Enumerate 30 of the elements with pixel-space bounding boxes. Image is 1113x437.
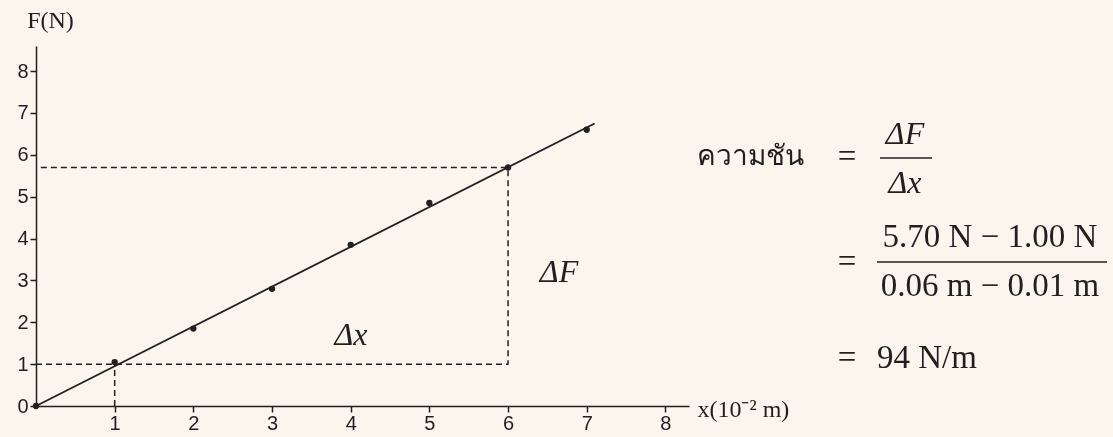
y-tick-label: 0 <box>17 394 29 417</box>
text: = <box>837 243 857 279</box>
y-tick-label: 4 <box>17 227 29 250</box>
y-tick-label: 5 <box>17 185 29 208</box>
y-tick-label: 7 <box>17 101 29 124</box>
x-tick-label: 4 <box>345 411 357 434</box>
x-tick-label: 8 <box>660 411 672 434</box>
x-tick-label: 7 <box>581 411 593 434</box>
x-tick-label: 1 <box>109 411 121 434</box>
x-tick-label: 3 <box>266 411 279 434</box>
text: = <box>837 339 857 375</box>
y-tick-label: 6 <box>17 143 29 166</box>
y-axis-title: F(N) <box>27 6 74 33</box>
x-tick-label: 5 <box>424 411 436 434</box>
y-tick-label: 8 <box>17 59 29 82</box>
text: = <box>837 138 857 174</box>
y-tick-label: 1 <box>17 352 29 375</box>
annotation: ΔF <box>537 253 579 289</box>
annotation: Δx <box>332 316 368 352</box>
text: 0.06 m − 0.01 m <box>880 267 1100 303</box>
text: 5.70 N − 1.00 N <box>882 218 1098 254</box>
y-tick-label: 2 <box>17 310 29 333</box>
text: ΔF <box>883 115 925 151</box>
text: Δx <box>886 164 922 200</box>
x-axis-title: x(10⁻² m) <box>697 395 790 422</box>
text: ความชัน <box>696 139 804 172</box>
x-tick-label: 2 <box>188 411 200 434</box>
y-tick-label: 3 <box>17 268 29 291</box>
text: 94 N/m <box>877 339 978 375</box>
x-tick-label: 6 <box>502 411 515 434</box>
